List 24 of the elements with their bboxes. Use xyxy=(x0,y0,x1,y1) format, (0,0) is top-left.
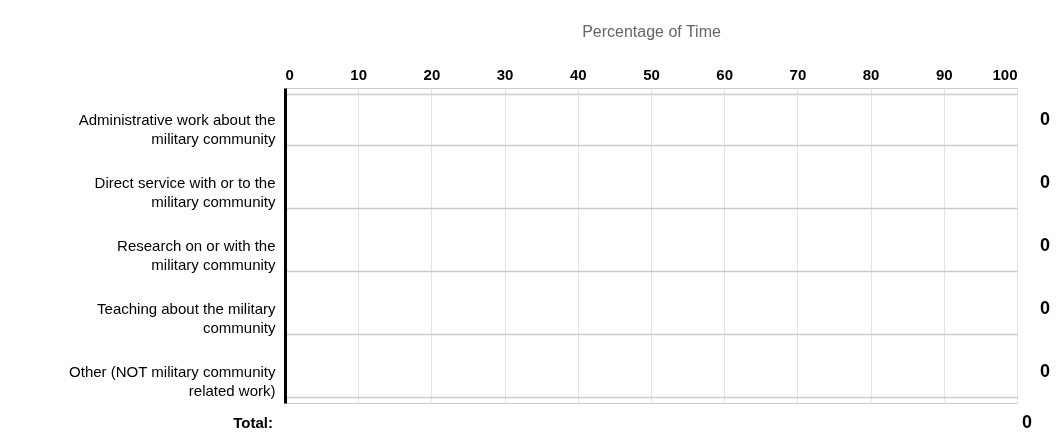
data-label: 0 xyxy=(1039,108,1050,129)
data-label: 0 xyxy=(1039,360,1050,381)
data-label: 0 xyxy=(1039,297,1050,318)
x-tick-label: 20 xyxy=(423,65,441,83)
x-tick-label: 90 xyxy=(935,65,953,83)
x-axis-title: Percentage of Time xyxy=(582,22,721,40)
x-tick-label: 60 xyxy=(716,65,734,83)
data-label: 0 xyxy=(1039,234,1050,255)
text: Total: xyxy=(233,414,273,431)
y-tick-label: Other (NOT military community related work) xyxy=(69,363,276,399)
x-tick-label: 50 xyxy=(643,65,660,83)
y-tick-label: Teaching about the military community xyxy=(97,300,276,336)
x-tick-label: 70 xyxy=(789,65,807,83)
x-tick-label: 80 xyxy=(862,65,880,83)
y-tick-label: Research on or with the military community xyxy=(117,237,276,273)
text: 0 xyxy=(1021,412,1033,432)
x-tick-label: 100 xyxy=(992,65,1018,83)
x-tick-label: 40 xyxy=(569,65,587,83)
x-tick-label: 0 xyxy=(285,65,294,83)
y-tick-label: Administrative work about the military community xyxy=(78,111,276,147)
x-tick-label: 10 xyxy=(350,65,368,83)
x-tick-label: 30 xyxy=(496,65,514,83)
data-label: 0 xyxy=(1039,171,1050,192)
y-tick-label: Direct service with or to the military community xyxy=(94,174,276,210)
